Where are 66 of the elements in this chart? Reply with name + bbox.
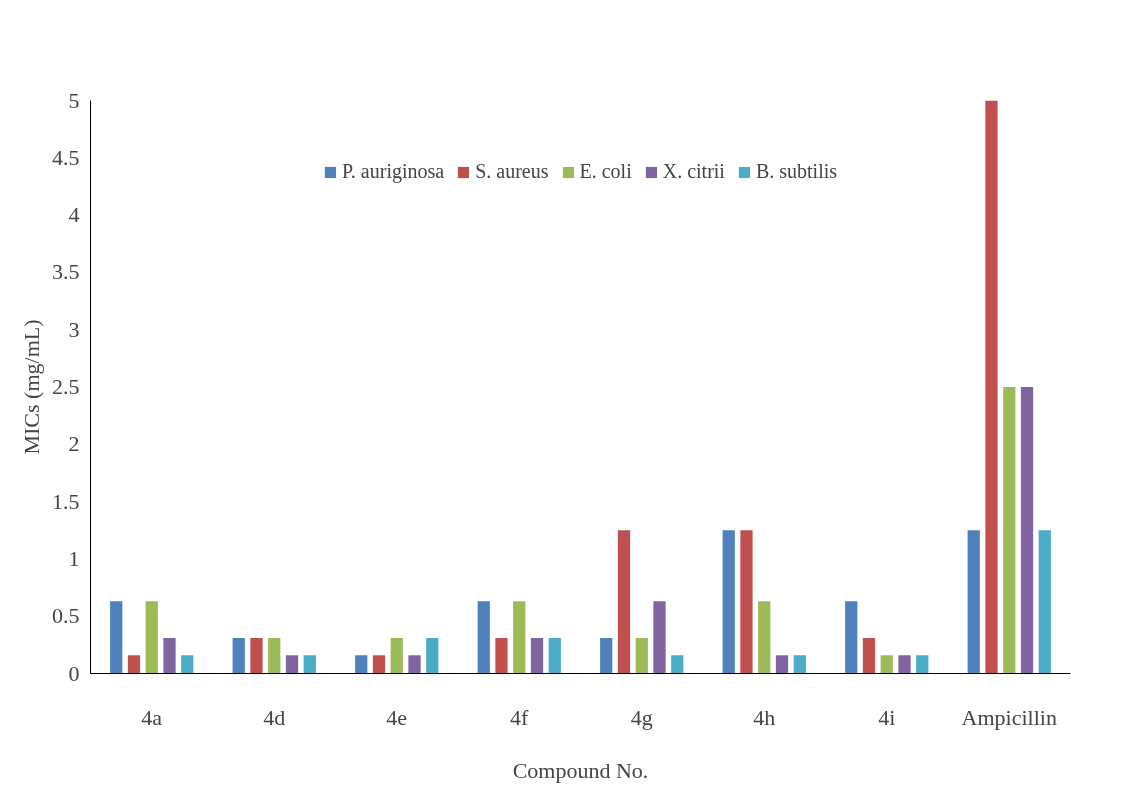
bar (232, 637, 245, 674)
bar (758, 601, 771, 674)
bar (408, 655, 421, 674)
bar (845, 601, 858, 674)
bar (671, 655, 684, 674)
y-tick-label: 3 (68, 316, 80, 342)
y-tick-label: 3.5 (52, 259, 80, 285)
bar (722, 530, 735, 674)
legend-label: S. aureus (475, 160, 549, 183)
bar (250, 637, 263, 674)
bar (548, 637, 561, 674)
bar (127, 655, 141, 674)
bar (880, 655, 893, 674)
bar (775, 655, 789, 674)
bar (1038, 530, 1051, 674)
bar (653, 601, 666, 674)
x-tick-label: 4a (141, 704, 163, 730)
bar (793, 655, 806, 674)
x-axis-title: Compound No. (512, 757, 649, 783)
bar (617, 530, 631, 674)
bar (635, 637, 648, 674)
x-tick-label: 4i (878, 704, 896, 730)
y-tick-label: 2 (68, 431, 80, 457)
bar (303, 655, 316, 674)
legend-label: X. citrii (662, 160, 725, 183)
bar (355, 655, 368, 674)
bar (740, 530, 753, 674)
y-tick-label: 1.5 (52, 488, 80, 514)
bar (163, 637, 176, 674)
y-tick-label: 0 (68, 660, 80, 686)
bar (495, 637, 508, 674)
bar (372, 655, 386, 674)
legend-label: B. subtilis (755, 160, 838, 183)
y-tick-label: 4.5 (52, 144, 80, 170)
x-tick-label: Ampicillin (961, 704, 1057, 730)
bar (862, 637, 876, 674)
bar (268, 637, 281, 674)
bar (1003, 387, 1016, 674)
bar (390, 637, 403, 674)
bar (916, 655, 929, 674)
bar (181, 655, 194, 674)
x-tick-label: 4g (630, 704, 653, 730)
bar (1020, 387, 1034, 674)
bar (898, 655, 911, 674)
y-tick-label: 4 (68, 202, 80, 228)
bar (426, 637, 439, 674)
bar (513, 601, 526, 674)
legend-label: E. coli (579, 160, 632, 183)
x-tick-label: 4e (386, 704, 408, 730)
bar (145, 601, 158, 674)
legend-label: P. auriginosa (341, 160, 445, 183)
bar (967, 530, 980, 674)
bar (985, 100, 998, 674)
bar (477, 601, 490, 674)
bar (285, 655, 299, 674)
x-tick-label: 4f (510, 704, 530, 730)
y-tick-label: 2.5 (52, 374, 80, 399)
bar (110, 601, 123, 674)
x-tick-label: 4d (263, 704, 286, 730)
bar (530, 637, 544, 674)
bar (600, 637, 613, 674)
y-tick-label: 1 (68, 545, 80, 571)
x-tick-label: 4h (753, 704, 776, 730)
y-tick-label: 5 (68, 87, 80, 113)
y-tick-label: 0.5 (52, 603, 80, 629)
y-axis-title: MICs (mg/mL) (19, 319, 44, 455)
